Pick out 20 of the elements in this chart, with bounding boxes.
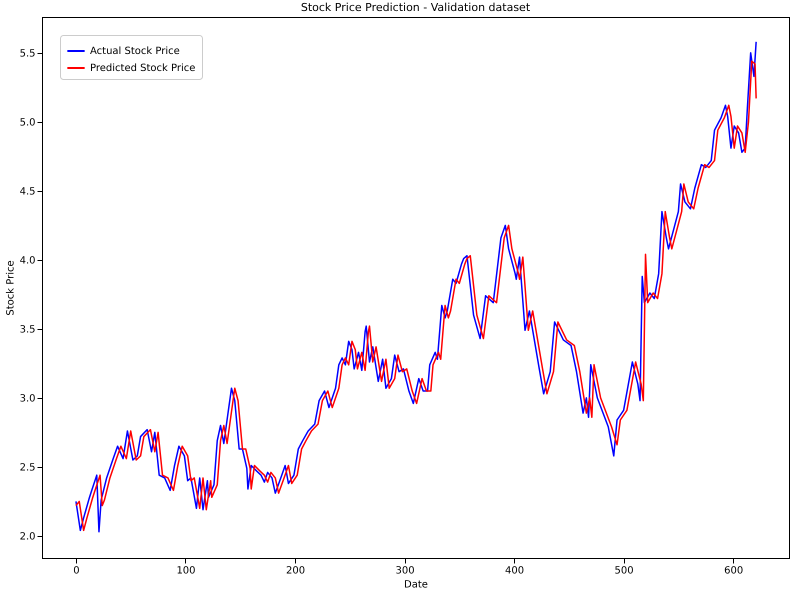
y-tick-label: 3.5 bbox=[20, 324, 36, 336]
legend-label: Actual Stock Price bbox=[90, 46, 180, 57]
x-tick-label: 100 bbox=[176, 566, 196, 576]
y-tick-label: 4.5 bbox=[20, 186, 36, 198]
x-tick-label: 400 bbox=[505, 566, 524, 576]
y-tick-label: 4.0 bbox=[20, 255, 36, 266]
chart-title: Stock Price Prediction - Validation dataset bbox=[300, 1, 531, 14]
y-axis-title: Stock Price bbox=[6, 260, 17, 316]
legend-label: Predicted Stock Price bbox=[90, 63, 196, 74]
y-tick-label: 2.5 bbox=[20, 462, 36, 474]
x-axis-title: Date bbox=[404, 580, 428, 590]
y-tick-label: 2.0 bbox=[20, 531, 36, 542]
x-tick-label: 500 bbox=[614, 566, 634, 576]
x-tick-label: 300 bbox=[396, 566, 415, 576]
y-tick-label: 3.0 bbox=[20, 393, 36, 404]
x-tick-label: 0 bbox=[73, 566, 80, 576]
y-tick-label: 5.0 bbox=[20, 117, 36, 128]
x-tick-label: 600 bbox=[724, 566, 744, 576]
x-tick-label: 200 bbox=[286, 566, 306, 576]
y-tick-label: 5.5 bbox=[20, 48, 36, 60]
